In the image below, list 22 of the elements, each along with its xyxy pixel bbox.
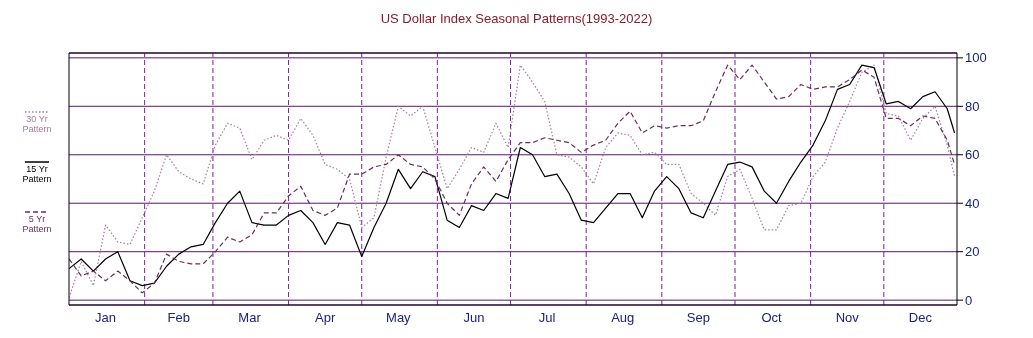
y-tick-label: 60 [965,147,980,163]
legend-label: 30 Yr Pattern [21,114,53,134]
legend-label: 5 Yr Pattern [21,214,53,234]
x-tick-label: Oct [761,310,783,326]
x-tick-label: Aug [611,310,635,326]
x-tick-label: May [386,310,412,326]
x-tick-label: Jul [538,310,556,326]
y-tick-label: 20 [965,244,980,260]
legend-label: 15 Yr Pattern [21,164,53,184]
x-tick-label: Jan [95,310,117,326]
x-tick-label: Apr [315,310,336,326]
chart-title: US Dollar Index Seasonal Patterns(1993-2022) [379,10,654,28]
x-tick-label: Feb [167,310,190,326]
x-tick-label: Sep [686,310,710,326]
y-tick-label: 0 [965,292,973,308]
y-tick-label: 100 [965,50,987,66]
x-tick-label: Nov [835,310,860,326]
y-tick-label: 40 [965,195,980,211]
x-tick-label: Jun [463,310,485,326]
x-tick-label: Mar [238,310,262,326]
x-tick-label: Dec [908,310,933,326]
y-tick-label: 80 [965,98,980,114]
